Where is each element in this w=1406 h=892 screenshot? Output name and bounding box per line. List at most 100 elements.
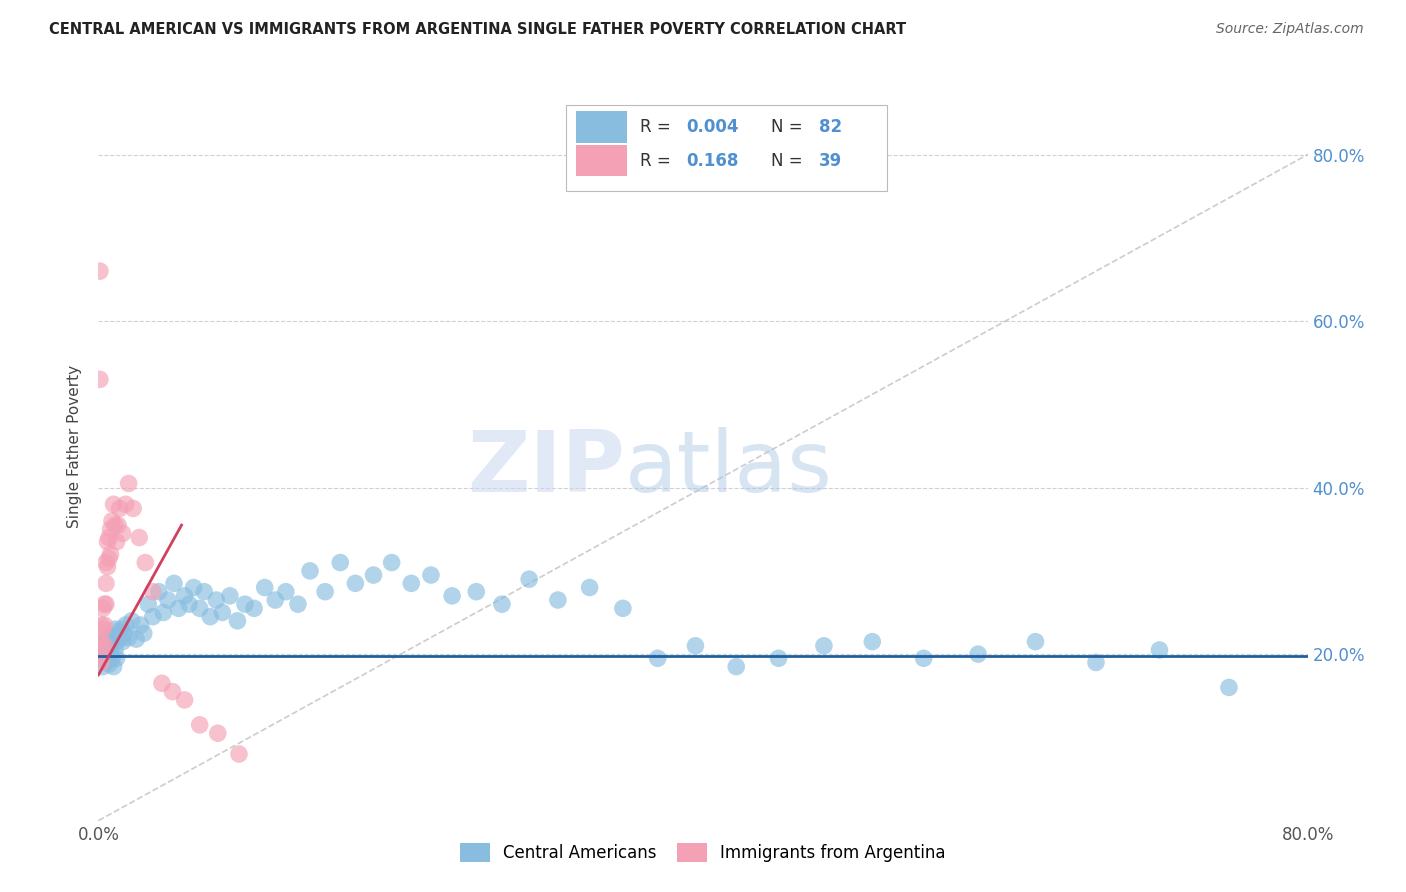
Point: [91, 639, 114, 653]
Point: [1218, 681, 1240, 695]
Point: [219, 589, 242, 603]
Point: [1149, 643, 1171, 657]
Point: [100, 629, 122, 643]
Text: ZIP: ZIP: [467, 427, 624, 510]
Point: [91, 601, 114, 615]
Point: [105, 534, 128, 549]
Point: [441, 589, 464, 603]
Point: [211, 606, 233, 620]
Point: [111, 634, 134, 648]
Point: [274, 584, 297, 599]
Point: [134, 556, 156, 570]
Text: R =: R =: [640, 152, 676, 169]
Point: [205, 593, 228, 607]
Point: [101, 639, 124, 653]
Point: [93, 618, 115, 632]
Point: [111, 526, 134, 541]
Point: [94, 648, 117, 663]
Point: [725, 659, 748, 673]
Point: [156, 593, 179, 607]
Point: [344, 576, 367, 591]
Point: [98, 634, 121, 648]
Point: [465, 584, 488, 599]
Point: [89, 372, 111, 386]
Point: [121, 614, 143, 628]
Point: [420, 568, 443, 582]
Point: [142, 609, 165, 624]
Point: [299, 564, 322, 578]
Point: [243, 601, 266, 615]
FancyBboxPatch shape: [567, 105, 887, 191]
Point: [107, 518, 129, 533]
Point: [173, 693, 195, 707]
Point: [188, 601, 211, 615]
Text: R =: R =: [640, 118, 676, 136]
Point: [114, 497, 136, 511]
Point: [967, 647, 990, 661]
Point: [94, 634, 117, 648]
Point: [547, 593, 569, 607]
Text: 82: 82: [820, 118, 842, 136]
Point: [90, 634, 112, 648]
Point: [912, 651, 935, 665]
Point: [193, 584, 215, 599]
Point: [647, 651, 669, 665]
Point: [96, 631, 118, 645]
Point: [103, 497, 125, 511]
Text: N =: N =: [770, 118, 807, 136]
Point: [89, 264, 111, 278]
Point: [401, 576, 423, 591]
Point: [96, 534, 118, 549]
Point: [517, 572, 540, 586]
Point: [105, 634, 128, 648]
Point: [90, 656, 112, 670]
Point: [363, 568, 385, 582]
Point: [183, 581, 205, 595]
Point: [287, 597, 309, 611]
Point: [148, 584, 170, 599]
Text: atlas: atlas: [624, 427, 832, 510]
Point: [93, 643, 115, 657]
Point: [103, 631, 125, 645]
Point: [94, 597, 117, 611]
Point: [173, 589, 195, 603]
Point: [110, 622, 132, 636]
Point: [179, 597, 201, 611]
Point: [98, 657, 121, 672]
Point: [253, 581, 276, 595]
Point: [94, 576, 117, 591]
Point: [233, 597, 256, 611]
Point: [188, 718, 211, 732]
Point: [98, 531, 121, 545]
Point: [114, 618, 136, 632]
Point: [1085, 656, 1108, 670]
Point: [264, 593, 287, 607]
Point: [98, 551, 121, 566]
Point: [162, 684, 184, 698]
Point: [91, 659, 114, 673]
Text: 0.168: 0.168: [686, 152, 738, 169]
Point: [329, 556, 352, 570]
Point: [101, 651, 124, 665]
Text: 0.004: 0.004: [686, 118, 738, 136]
Point: [491, 597, 513, 611]
Point: [381, 556, 404, 570]
Point: [112, 626, 135, 640]
Legend: Central Americans, Immigrants from Argentina: Central Americans, Immigrants from Argen…: [454, 836, 952, 869]
Point: [104, 622, 127, 636]
Point: [129, 618, 152, 632]
Text: CENTRAL AMERICAN VS IMMIGRANTS FROM ARGENTINA SINGLE FATHER POVERTY CORRELATION : CENTRAL AMERICAN VS IMMIGRANTS FROM ARGE…: [49, 22, 907, 37]
Point: [89, 647, 111, 661]
Point: [768, 651, 790, 665]
Point: [108, 632, 131, 647]
Point: [89, 651, 111, 665]
Point: [89, 634, 111, 648]
Point: [104, 518, 127, 533]
Point: [101, 514, 124, 528]
Point: [100, 647, 122, 661]
Point: [103, 659, 125, 673]
Point: [132, 626, 155, 640]
Bar: [576, 145, 627, 177]
Point: [152, 606, 174, 620]
Point: [142, 584, 165, 599]
